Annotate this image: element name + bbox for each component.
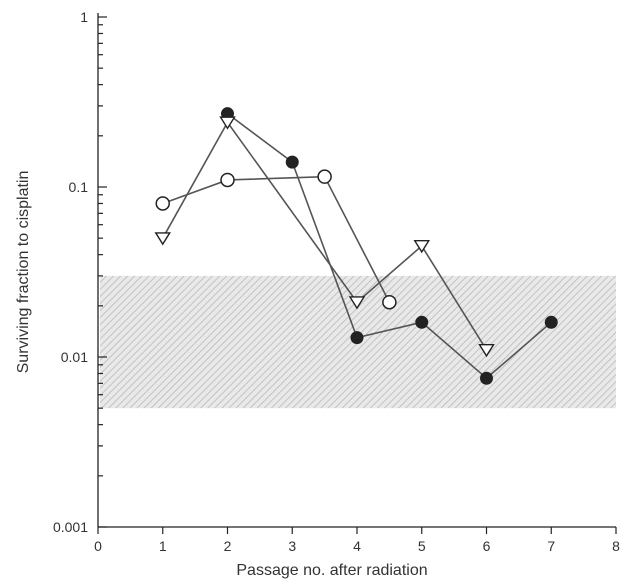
- y-tick-label: 0.001: [53, 519, 88, 535]
- data-point-open-triangle: [413, 240, 431, 254]
- series-line: [227, 113, 552, 380]
- x-tick-label: 1: [159, 538, 167, 554]
- data-point-open-circle: [317, 169, 332, 184]
- x-tick-label: 7: [547, 538, 555, 554]
- data-point-open-circle: [220, 172, 235, 188]
- x-tick-label: 5: [418, 538, 426, 554]
- series-layer: [154, 107, 558, 385]
- series-open-triangle-down: [154, 116, 495, 358]
- data-point-filled-circle: [350, 331, 364, 345]
- x-tick-label: 2: [224, 538, 232, 554]
- y-axis-label: Surviving fraction to cisplatin: [15, 171, 32, 374]
- data-point-open-triangle: [348, 296, 366, 310]
- series-line: [162, 175, 391, 303]
- data-point-open-triangle: [478, 344, 495, 358]
- data-point-filled-circle: [544, 315, 558, 329]
- x-tick-label: 4: [353, 538, 361, 554]
- data-point-open-circle: [382, 294, 397, 310]
- data-point-open-triangle: [154, 232, 172, 246]
- data-point-filled-circle: [285, 155, 299, 169]
- x-tick-label: 3: [288, 538, 296, 554]
- data-point-filled-circle: [480, 371, 493, 385]
- series-open-circle: [155, 169, 397, 310]
- data-point-open-triangle: [219, 116, 236, 130]
- axes: 0 1 2 3 4 5 6 7 8 0.001 0.01 0.1 1: [53, 9, 620, 554]
- data-point-open-circle: [155, 196, 170, 211]
- data-point-filled-circle: [415, 315, 429, 329]
- y-tick-label: 0.01: [61, 349, 88, 365]
- x-tick-label: 8: [612, 538, 620, 554]
- x-tick-label: 0: [94, 538, 102, 554]
- y-tick-label: 1: [80, 9, 88, 25]
- x-axis-label: Passage no. after radiation: [236, 562, 427, 579]
- series-filled-circle: [221, 107, 558, 385]
- x-tick-label: 6: [483, 538, 491, 554]
- y-tick-label: 0.1: [69, 179, 89, 195]
